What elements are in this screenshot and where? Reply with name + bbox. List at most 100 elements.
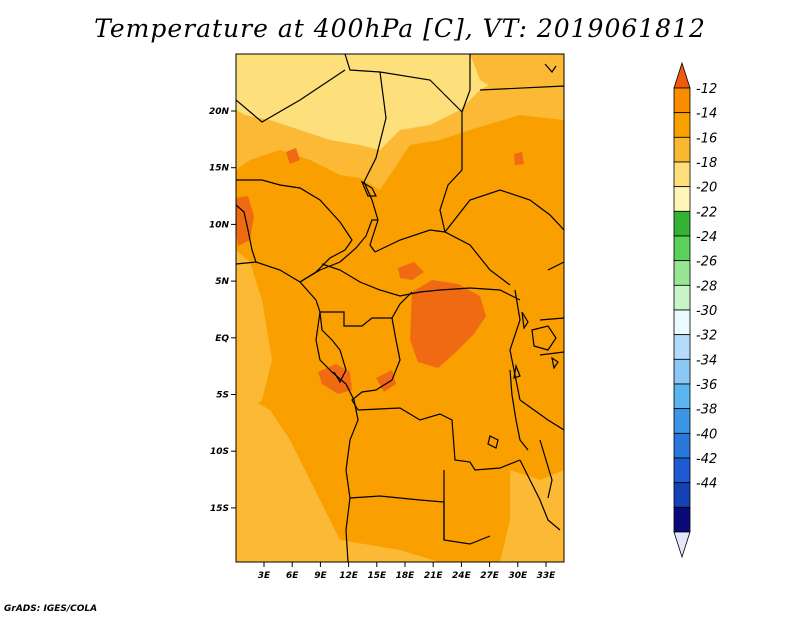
- colorbar-swatch: [673, 457, 691, 484]
- colorbar-swatch: [673, 408, 691, 434]
- lake-tanganyika: [509, 369, 529, 451]
- border-chad-libya: [363, 71, 387, 253]
- lat-tick-label: 15S: [210, 504, 229, 514]
- colorbar-label: -18: [696, 156, 717, 171]
- colorbar-label: -34: [696, 353, 717, 368]
- lat-tick-label: 5N: [215, 277, 229, 287]
- field-warm-north: [286, 148, 300, 164]
- field-warm-congo: [410, 280, 486, 368]
- field-warm-coast: [318, 364, 352, 394]
- colorbar-swatch: [673, 334, 691, 360]
- coast-bight: [236, 204, 257, 263]
- border-malawi: [519, 459, 561, 531]
- colorbar-swatch: [673, 383, 691, 410]
- lat-tick-label: 10N: [209, 220, 230, 230]
- lake-east-small: [551, 356, 559, 370]
- lon-tick-label: 12E: [339, 571, 359, 581]
- colorbar-label: -42: [696, 452, 717, 467]
- lat-tick-label: 20N: [209, 107, 230, 117]
- field-warm-ne: [514, 152, 524, 165]
- lake-kivu: [513, 363, 521, 379]
- latitude-axis: 20N 15N 10N 5N EQ 5S 10S 15S: [209, 107, 236, 514]
- border-uganda: [509, 289, 521, 401]
- lake-chad: [360, 180, 377, 197]
- border-east: [539, 317, 564, 321]
- lake-albert: [521, 311, 529, 330]
- lat-tick-label: 10S: [210, 447, 229, 457]
- border-nigeria: [236, 179, 353, 283]
- field-north-pale: [236, 54, 520, 150]
- colorbar-label: -26: [696, 255, 717, 270]
- colorbar-label: -14: [696, 107, 717, 122]
- lake-malawi: [539, 439, 553, 499]
- red-sea-coast: [544, 63, 557, 73]
- colorbar-label: -16: [696, 131, 717, 146]
- lon-tick-label: 33E: [537, 571, 557, 581]
- lon-tick-label: 9E: [314, 571, 327, 581]
- colorbar-label: -24: [696, 230, 717, 245]
- field-warm-car: [398, 262, 424, 280]
- colorbar-label: -20: [696, 181, 717, 196]
- lon-tick-label: 24E: [452, 571, 472, 581]
- colorbar-label: -40: [696, 427, 717, 442]
- border-congo: [320, 291, 413, 327]
- map-title: Temperature at 400hPa [C], VT: 201906181…: [94, 14, 706, 43]
- border-niger-chad: [236, 69, 346, 123]
- colorbar-swatch: [673, 161, 691, 188]
- colorbar-swatch: [673, 482, 691, 508]
- colorbar-bottom-arrow: [673, 531, 691, 559]
- colorbar-label: -36: [696, 378, 717, 393]
- longitude-axis: 3E 6E 9E 12E 15E 18E 21E 24E 27E 30E 33E: [258, 562, 556, 581]
- lat-tick-label: 5S: [216, 391, 229, 401]
- border-east2: [539, 351, 564, 356]
- lon-tick-label: 15E: [367, 571, 387, 581]
- lake-victoria: [531, 325, 557, 351]
- border-kenya: [547, 261, 564, 271]
- colorbar-label: -44: [696, 477, 717, 492]
- colorbar-swatch: [673, 112, 691, 138]
- colorbar-swatch: [673, 432, 691, 459]
- lat-tick-label: EQ: [215, 334, 229, 344]
- map-frame: [235, 53, 565, 563]
- lon-tick-label: 6E: [286, 571, 299, 581]
- colorbar-swatch: [673, 358, 691, 385]
- lon-tick-label: 18E: [396, 571, 416, 581]
- colorbar-swatch: [673, 260, 691, 286]
- colorbar-swatch: [673, 506, 691, 533]
- colorbar-swatch: [673, 235, 691, 262]
- lon-tick-label: 3E: [258, 571, 271, 581]
- colorbar: -12 -14 -16 -18 -20 -22 -24 -26 -28 -30 -32 -34 -36 -…: [673, 61, 717, 559]
- colorbar-swatch: [673, 87, 691, 114]
- colorbar-swatch: [673, 284, 691, 311]
- border-ssudan: [444, 189, 564, 233]
- lon-tick-label: 30E: [508, 571, 528, 581]
- colorbar-label: -32: [696, 329, 717, 344]
- coast-west: [236, 261, 359, 562]
- border-egypt: [461, 54, 471, 113]
- country-borders: [236, 54, 564, 562]
- colorbar-label: -22: [696, 205, 717, 220]
- colorbar-swatch: [673, 186, 691, 212]
- lon-tick-label: 27E: [480, 571, 500, 581]
- temperature-field: [236, 54, 564, 562]
- colorbar-label: -38: [696, 403, 717, 418]
- lake-mweru: [487, 435, 499, 449]
- grads-credit: GrADS: IGES/COLA: [4, 604, 98, 614]
- border-sudan-east: [479, 85, 564, 91]
- border-tanzania: [519, 399, 564, 431]
- field-south-sw-pale: [236, 250, 272, 420]
- border-cameroon: [299, 219, 378, 283]
- colorbar-top-arrow: [673, 61, 691, 89]
- colorbar-label: -30: [696, 304, 717, 319]
- field-south-east: [500, 470, 564, 562]
- colorbar-label: -12: [696, 82, 717, 97]
- field-south-west: [236, 400, 440, 562]
- colorbar-swatch: [673, 309, 691, 336]
- colorbar-label: -28: [696, 279, 717, 294]
- lat-tick-label: 15N: [209, 164, 230, 174]
- border-gabon: [319, 311, 347, 384]
- lon-tick-label: 21E: [424, 571, 444, 581]
- colorbar-swatch: [673, 210, 691, 237]
- border-angola: [357, 407, 521, 471]
